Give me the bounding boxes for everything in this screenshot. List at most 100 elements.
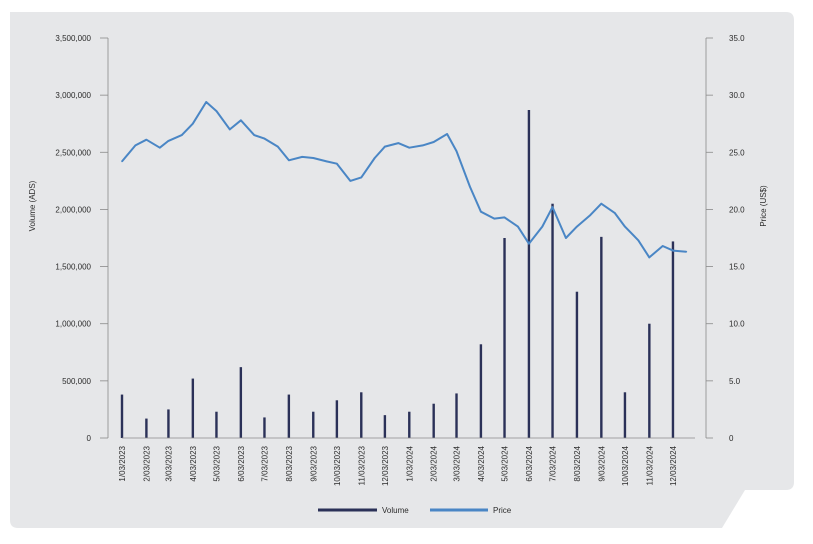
y-left-tick-label: 3,500,000 [55, 34, 91, 43]
volume-bar [145, 418, 148, 438]
volume-series [120, 110, 675, 438]
y-right-axis-label: Price (US$) [759, 185, 768, 227]
y-right-tick-label: 5.0 [729, 377, 741, 386]
x-tick-label: 4/03/2023 [189, 445, 198, 481]
volume-bar [479, 344, 483, 438]
volume-bar [335, 400, 339, 438]
price-point [229, 128, 231, 131]
volume-bar [600, 236, 603, 438]
right-axis: 35.0 30.0 25.0 20.0 15.0 10.0 5.0 0 [705, 34, 745, 443]
price-point [480, 210, 482, 213]
volume-bar [648, 323, 651, 438]
y-right-tick-label: 10.0 [729, 320, 745, 329]
y-left-tick-label: 2,500,000 [55, 148, 91, 157]
price-point [145, 138, 148, 141]
price-point [158, 146, 161, 149]
volume-bar [167, 409, 170, 438]
price-point [181, 134, 183, 136]
price-point [685, 250, 688, 253]
x-tick-label: 3/03/2024 [453, 445, 462, 481]
x-tick-label: 2/03/2024 [430, 445, 439, 481]
price-point [384, 145, 386, 148]
x-tick-label: 5/03/2024 [501, 445, 510, 481]
price-point [493, 217, 496, 220]
x-tick-label: 1/03/2023 [118, 445, 127, 481]
x-tick-label: 1/03/2024 [405, 445, 414, 481]
price-point [167, 140, 170, 142]
price-point [624, 225, 626, 228]
price-point [589, 214, 592, 216]
price-point [565, 237, 567, 239]
legend: Volume Price [318, 506, 512, 515]
price-point [528, 242, 530, 245]
x-tick-label: 10/03/2024 [621, 445, 630, 486]
left-axis: 3,500,000 3,000,000 2,500,000 2,000,000 1,50… [55, 34, 109, 443]
legend-price-label: Price [493, 506, 512, 515]
price-point [360, 176, 363, 179]
x-tick-label: 7/03/2024 [549, 445, 558, 481]
y-left-tick-label: 1,500,000 [55, 263, 91, 272]
volume-bar [191, 378, 195, 438]
price-point [373, 157, 376, 159]
x-tick-label: 6/03/2023 [237, 445, 246, 481]
price-point [637, 239, 640, 242]
volume-bar [383, 415, 387, 438]
volume-bar [263, 417, 266, 438]
price-point [397, 142, 400, 144]
price-point [446, 133, 448, 135]
price-point [325, 160, 328, 163]
price-point [349, 180, 352, 182]
price-point [288, 159, 290, 162]
volume-bar [287, 394, 291, 438]
price-point [240, 119, 242, 122]
x-tick-label: 3/03/2023 [164, 445, 173, 481]
price-point [576, 225, 578, 228]
price-point [432, 141, 435, 143]
volume-bar [623, 392, 627, 438]
price-point [469, 185, 471, 188]
volume-bar [239, 367, 243, 438]
volume-bar [503, 238, 506, 438]
volume-bar [575, 291, 579, 438]
y-left-tick-label: 3,000,000 [55, 91, 91, 100]
y-left-tick-label: 500,000 [62, 377, 91, 386]
x-tick-label: 5/03/2023 [212, 445, 221, 481]
y-right-tick-label: 15.0 [729, 263, 745, 272]
y-right-tick-label: 35.0 [729, 34, 745, 43]
y-right-tick-label: 25.0 [729, 148, 745, 157]
volume-bar [671, 241, 675, 438]
price-line [121, 101, 687, 259]
volume-bar [455, 393, 458, 438]
y-left-tick-label: 0 [87, 434, 92, 443]
panel-background [10, 12, 794, 528]
price-point [408, 146, 411, 149]
legend-volume-label: Volume [382, 506, 409, 515]
y-right-tick-label: 0 [729, 434, 734, 443]
y-right-tick-label: 20.0 [729, 205, 745, 214]
price-point [336, 162, 338, 165]
volume-bar [432, 403, 435, 438]
price-point [301, 156, 304, 158]
x-tick-label: 12/03/2024 [669, 445, 678, 486]
volume-bar [527, 110, 531, 438]
price-point [205, 101, 208, 103]
x-tick-label: 11/03/2024 [645, 445, 654, 485]
price-point [455, 150, 458, 152]
y-left-tick-label: 2,000,000 [55, 205, 91, 214]
x-tick-label: 6/03/2024 [525, 445, 534, 481]
price-point [613, 212, 616, 214]
price-point [312, 157, 315, 159]
price-point [503, 216, 506, 219]
price-point [541, 225, 544, 228]
price-point [672, 249, 674, 252]
x-tick-label: 2/03/2023 [142, 445, 151, 481]
x-tick-label: 10/03/2023 [333, 445, 342, 486]
price-point [600, 202, 603, 205]
volume-bar [408, 411, 411, 438]
y-right-tick-label: 30.0 [729, 91, 745, 100]
x-tick-label: 11/03/2023 [357, 445, 366, 485]
volume-bar [215, 411, 218, 438]
volume-bar [360, 392, 363, 438]
x-tick-label: 9/03/2024 [597, 445, 606, 481]
